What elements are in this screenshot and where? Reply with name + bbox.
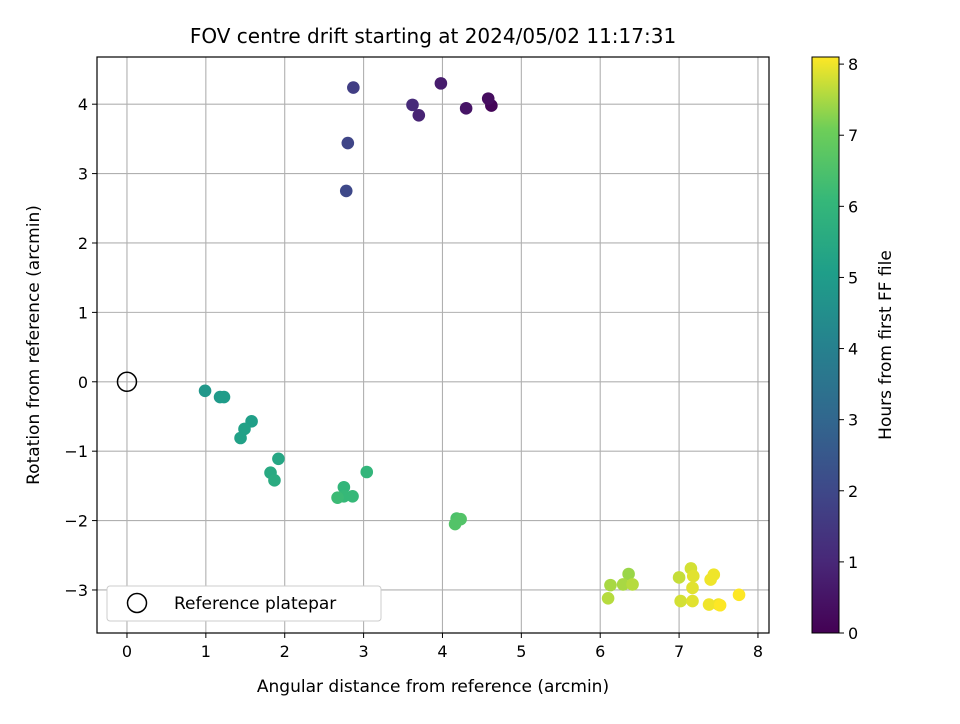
data-points — [198, 77, 746, 612]
x-tick-label: 2 — [280, 642, 290, 661]
y-tick-label: 3 — [78, 165, 88, 184]
data-point — [704, 573, 717, 586]
chart-title: FOV centre drift starting at 2024/05/02 … — [190, 24, 676, 48]
x-tick-label: 0 — [122, 642, 132, 661]
legend-box — [106, 585, 382, 622]
x-axis-ticks: 0 1 2 3 4 5 6 7 8 — [122, 633, 763, 661]
colorbar-tick-label: 2 — [848, 482, 858, 501]
data-point — [702, 598, 716, 611]
grid-lines — [97, 57, 769, 633]
y-tick-label: −1 — [64, 442, 88, 461]
data-point — [601, 592, 615, 605]
y-axis-ticks: −3 −2 −1 0 1 2 3 4 — [64, 95, 97, 600]
x-tick-label: 5 — [516, 642, 526, 661]
y-axis-label: Rotation from reference (arcmin) — [24, 205, 44, 485]
y-tick-label: −2 — [64, 512, 88, 531]
data-point — [406, 98, 419, 112]
data-point — [337, 480, 351, 494]
legend: Reference platepar — [106, 585, 382, 622]
reference-point — [116, 371, 138, 393]
y-tick-label: 1 — [78, 303, 88, 322]
x-tick-label: 8 — [753, 642, 763, 661]
colorbar-tick-label: 4 — [848, 340, 858, 359]
colorbar-tick-label: 5 — [848, 268, 858, 287]
colorbar-ticks: 0 1 2 3 4 5 6 7 8 — [839, 55, 858, 643]
x-tick-label: 3 — [358, 642, 368, 661]
data-point — [331, 491, 344, 504]
data-point — [339, 184, 353, 198]
data-point — [672, 571, 686, 584]
colorbar-tick-label: 3 — [848, 411, 858, 430]
data-point — [616, 578, 630, 591]
data-point — [234, 431, 247, 445]
data-point — [674, 594, 687, 608]
data-point — [268, 474, 281, 487]
colorbar-tick-label: 6 — [848, 197, 858, 216]
data-point — [686, 594, 699, 608]
colorbar-tick-label: 8 — [848, 55, 858, 74]
data-point — [626, 578, 639, 591]
data-point — [604, 578, 617, 592]
data-point — [686, 569, 700, 583]
data-point — [622, 567, 635, 581]
legend-label-ref: Reference platepar — [174, 594, 336, 614]
data-point — [686, 581, 699, 595]
data-point — [732, 588, 746, 602]
data-point — [360, 465, 374, 479]
x-tick-label: 1 — [201, 642, 211, 661]
data-point — [346, 489, 359, 503]
data-point — [347, 81, 360, 94]
colorbar-label: Hours from first FF file — [876, 250, 896, 440]
data-point — [341, 136, 355, 150]
x-tick-label: 7 — [674, 642, 684, 661]
data-point — [434, 77, 448, 90]
legend-marker-ref — [126, 592, 148, 614]
x-tick-label: 4 — [437, 642, 447, 661]
data-point — [448, 517, 462, 531]
y-tick-label: 4 — [78, 95, 88, 114]
data-point — [198, 384, 212, 398]
plot-frame — [96, 56, 770, 634]
y-tick-label: −3 — [64, 581, 88, 600]
data-point — [217, 390, 231, 404]
data-point — [412, 108, 426, 122]
y-tick-label: 2 — [78, 234, 88, 253]
colorbar-tick-label: 1 — [848, 553, 858, 572]
colorbar: 0 1 2 3 4 5 6 7 8 Hours from first FF file — [811, 55, 896, 643]
data-point — [459, 102, 473, 115]
y-tick-label: 0 — [78, 373, 88, 392]
data-point — [272, 452, 285, 466]
data-point — [713, 598, 727, 612]
colorbar-tick-label: 7 — [848, 126, 858, 145]
colorbar-tick-label: 0 — [848, 624, 858, 643]
colorbar-frame — [811, 56, 840, 634]
data-point — [481, 92, 495, 105]
colorbar-gradient — [812, 57, 839, 633]
x-axis-label: Angular distance from reference (arcmin) — [257, 677, 609, 697]
x-tick-label: 6 — [595, 642, 605, 661]
reference-marker — [116, 371, 138, 393]
plot-area — [96, 56, 770, 634]
